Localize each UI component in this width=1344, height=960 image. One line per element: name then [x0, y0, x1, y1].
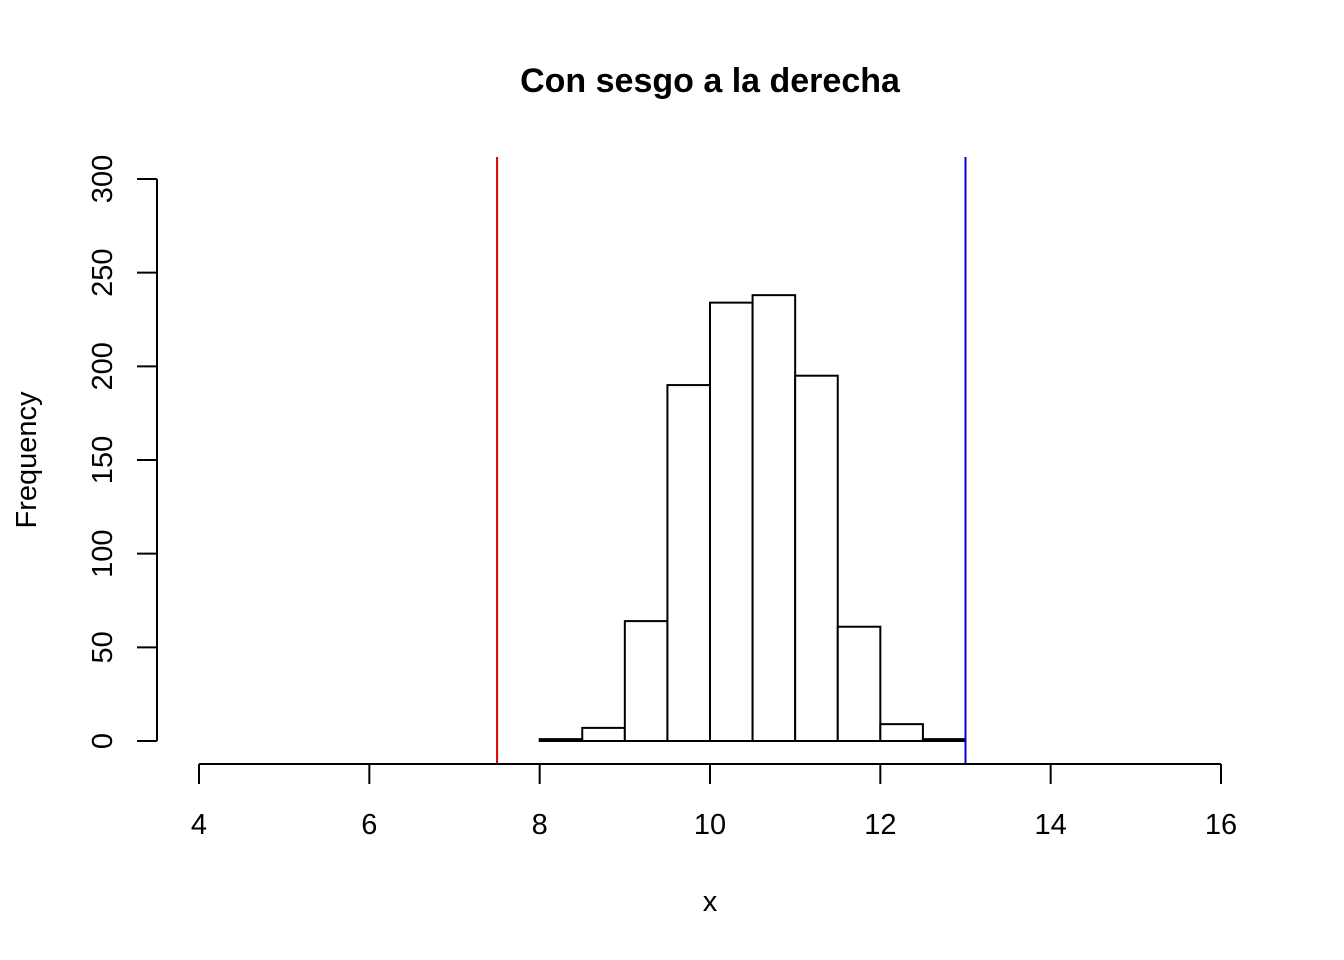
y-tick-label: 300	[87, 155, 119, 203]
x-tick-label: 12	[864, 809, 896, 841]
histogram-bars	[538, 294, 967, 743]
x-tick-label: 6	[361, 809, 377, 841]
histogram-bar	[623, 620, 669, 743]
y-tick-label: 250	[87, 248, 119, 296]
histogram-bar	[666, 384, 712, 742]
x-tick-label: 16	[1205, 809, 1237, 841]
x-tick-label: 8	[532, 809, 548, 841]
y-tick-label: 50	[87, 631, 119, 663]
y-tick-label: 100	[87, 529, 119, 577]
y-axis: 0 50 100 150 200 250 300	[87, 155, 158, 749]
x-tick-label: 4	[191, 809, 207, 841]
histogram-bar	[709, 301, 754, 742]
histogram-bar	[581, 726, 626, 742]
y-tick-label: 150	[87, 436, 119, 484]
chart-title: Con sesgo a la derecha	[520, 62, 901, 100]
histogram-bar	[879, 723, 924, 743]
x-tick-label: 14	[1035, 809, 1067, 841]
x-axis-label: x	[703, 886, 718, 918]
y-axis-label: Frequency	[11, 391, 43, 529]
histogram-bar	[836, 625, 882, 743]
histogram-bar	[794, 374, 839, 742]
histogram-bar	[921, 738, 967, 742]
y-tick-label: 200	[87, 342, 119, 390]
histogram-bar	[538, 738, 584, 742]
histogram-bar	[751, 294, 797, 742]
reference-lines	[496, 157, 967, 764]
x-tick-label: 10	[694, 809, 726, 841]
y-tick-label: 0	[87, 733, 119, 749]
x-axis: 4 6 8 10 12 14 16	[191, 763, 1237, 841]
